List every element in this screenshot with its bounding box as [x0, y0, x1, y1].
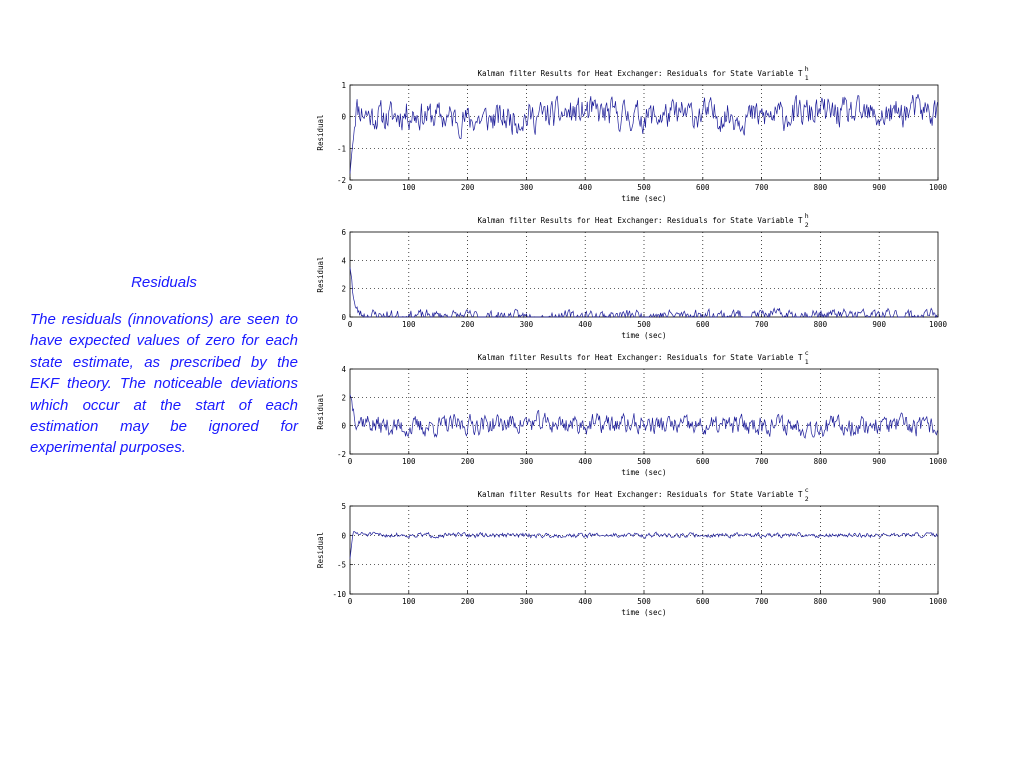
x-tick-label: 0: [348, 183, 353, 192]
x-tick-label: 100: [402, 320, 416, 329]
x-tick-label: 300: [520, 183, 534, 192]
x-axis-label: time (sec): [621, 194, 666, 203]
x-tick-label: 900: [872, 597, 886, 606]
chart-title-superscript: h: [805, 212, 809, 220]
residuals-heading: Residuals: [131, 274, 197, 291]
x-tick-label: 600: [696, 320, 710, 329]
x-tick-label: 1000: [929, 597, 948, 606]
residual-series-line: [349, 94, 938, 174]
x-tick-label: 400: [578, 457, 592, 466]
y-tick-label: 5: [341, 502, 346, 511]
chart-title: Kalman filter Results for Heat Exchanger…: [477, 490, 803, 499]
x-tick-label: 400: [578, 597, 592, 606]
x-axis-label: time (sec): [621, 331, 666, 340]
residual-series-line: [349, 394, 938, 439]
y-tick-label: 2: [341, 393, 346, 402]
x-tick-label: 800: [814, 597, 828, 606]
x-tick-label: 1000: [929, 183, 948, 192]
text-panel: Residuals The residuals (innovations) ar…: [30, 274, 298, 459]
x-tick-label: 0: [348, 320, 353, 329]
chart-title-subscript: 1: [805, 358, 809, 366]
chart-title-subscript: 2: [805, 495, 809, 503]
x-tick-label: 300: [520, 457, 534, 466]
residual-series-line: [349, 531, 938, 559]
y-tick-label: 6: [341, 228, 346, 237]
x-tick-label: 500: [637, 183, 651, 192]
chart-2: 0 100 200 300 400 500 600 700 800 900 1000 0 2 4 6 Kalm…: [316, 212, 948, 340]
chart-title: Kalman filter Results for Heat Exchanger…: [477, 216, 803, 225]
y-tick-label: 0: [341, 531, 346, 540]
x-tick-label: 100: [402, 597, 416, 606]
x-tick-label: 900: [872, 320, 886, 329]
residual-series-line: [349, 267, 938, 319]
x-tick-label: 400: [578, 320, 592, 329]
x-tick-label: 800: [814, 457, 828, 466]
y-tick-label: -5: [337, 561, 346, 570]
x-tick-label: 0: [348, 597, 353, 606]
chart-title-subscript: 2: [805, 221, 809, 229]
y-tick-label: -10: [332, 590, 346, 599]
chart-title-subscript: 1: [805, 74, 809, 82]
x-tick-label: 900: [872, 457, 886, 466]
x-tick-label: 1000: [929, 457, 948, 466]
x-tick-label: 200: [461, 320, 475, 329]
x-tick-label: 200: [461, 457, 475, 466]
x-tick-label: 300: [520, 320, 534, 329]
x-tick-label: 600: [696, 597, 710, 606]
y-tick-label: -2: [337, 450, 346, 459]
x-tick-label: 500: [637, 320, 651, 329]
x-tick-label: 800: [814, 183, 828, 192]
chart-1: 0 100 200 300 400 500 600 700 800 900 1000-2-101Ka…: [316, 65, 948, 203]
x-tick-label: 600: [696, 183, 710, 192]
y-tick-label: 0: [341, 113, 346, 122]
chart-title-superscript: h: [805, 65, 809, 73]
x-tick-label: 700: [755, 597, 769, 606]
x-tick-label: 800: [814, 320, 828, 329]
y-tick-label: 4: [341, 256, 346, 265]
x-tick-label: 200: [461, 597, 475, 606]
x-tick-label: 400: [578, 183, 592, 192]
y-tick-label: -2: [337, 176, 346, 185]
chart-3: 0 100 200 300 400 500 600 700 800 900 1000-2024Kal…: [316, 349, 948, 477]
x-tick-label: 300: [520, 597, 534, 606]
x-axis-label: time (sec): [621, 468, 666, 477]
x-tick-label: 100: [402, 183, 416, 192]
y-axis-label: Residual: [316, 393, 325, 429]
x-tick-label: 0: [348, 457, 353, 466]
x-tick-label: 200: [461, 183, 475, 192]
residuals-description: The residuals (innovations) are seen to …: [30, 311, 298, 457]
chart-title: Kalman filter Results for Heat Exchanger…: [477, 69, 803, 78]
x-tick-label: 900: [872, 183, 886, 192]
chart-title-superscript: c: [805, 349, 809, 357]
x-axis-label: time (sec): [621, 608, 666, 617]
chart-title-superscript: c: [805, 486, 809, 494]
x-tick-label: 500: [637, 457, 651, 466]
chart-title: Kalman filter Results for Heat Exchanger…: [477, 353, 803, 362]
y-axis-label: Residual: [316, 114, 325, 150]
y-tick-label: 2: [341, 285, 346, 294]
y-tick-label: 1: [341, 81, 346, 90]
chart-4: 0 100 200 300 400 500 600 700 800 900 1000 -10 -5 0 5 K…: [316, 486, 948, 617]
y-tick-label: 0: [341, 313, 346, 322]
x-tick-label: 600: [696, 457, 710, 466]
x-tick-label: 500: [637, 597, 651, 606]
y-axis-label: Residual: [316, 532, 325, 568]
x-tick-label: 700: [755, 183, 769, 192]
x-tick-label: 700: [755, 457, 769, 466]
x-tick-label: 1000: [929, 320, 948, 329]
y-axis-label: Residual: [316, 256, 325, 292]
y-tick-label: 4: [341, 365, 346, 374]
y-tick-label: -1: [337, 144, 346, 153]
x-tick-label: 100: [402, 457, 416, 466]
y-tick-label: 0: [341, 422, 346, 431]
x-tick-label: 700: [755, 320, 769, 329]
